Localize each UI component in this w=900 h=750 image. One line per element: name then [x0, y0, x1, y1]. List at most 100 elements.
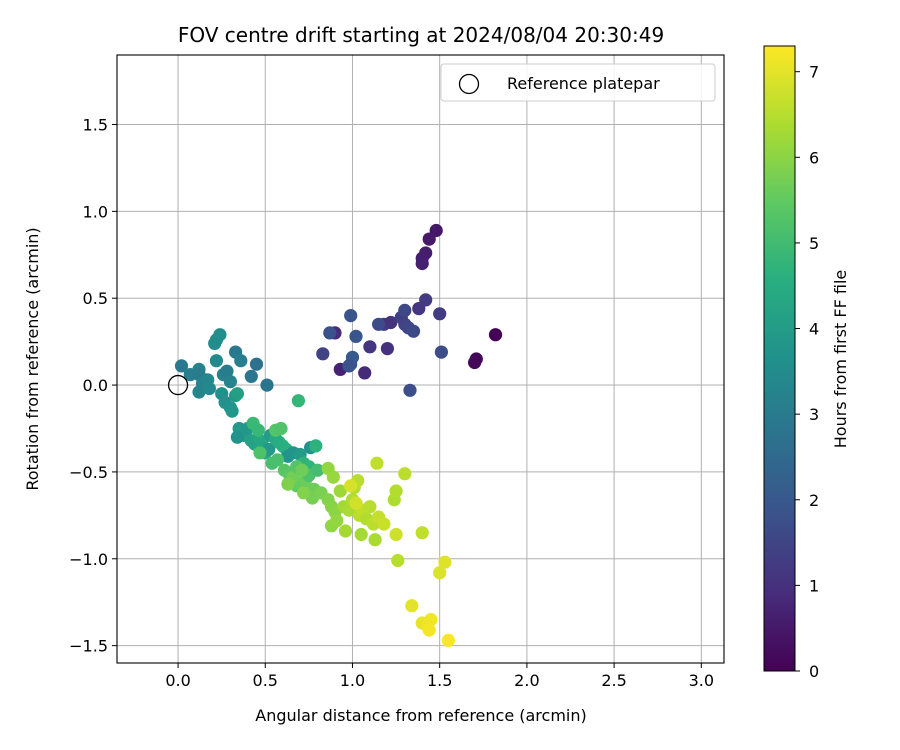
data-point — [297, 486, 311, 500]
y-tick-label: 1.5 — [83, 115, 108, 134]
data-point — [358, 366, 372, 380]
y-tick-label: −1.5 — [69, 637, 108, 656]
data-point — [405, 599, 419, 613]
data-point — [234, 354, 248, 368]
y-tick-label: −1.0 — [69, 550, 108, 569]
data-point — [363, 500, 377, 514]
x-tick-label: 1.5 — [427, 671, 452, 690]
data-point — [488, 328, 503, 342]
data-point — [213, 328, 227, 342]
colorbar-label: Hours from first FF file — [831, 270, 850, 449]
data-point — [274, 421, 288, 436]
plot-frame — [116, 54, 725, 664]
data-point — [424, 613, 438, 627]
data-point — [380, 342, 394, 356]
grid-lines — [117, 55, 724, 663]
data-point — [253, 446, 267, 460]
y-tick-label: 0.0 — [83, 376, 108, 395]
data-point — [311, 463, 325, 477]
data-point — [372, 317, 386, 331]
data-point — [316, 347, 330, 361]
data-point — [333, 484, 347, 498]
data-point — [363, 340, 377, 354]
data-point — [291, 394, 305, 408]
colorbar-tick-label: 0 — [809, 662, 819, 681]
data-point — [330, 514, 344, 528]
data-point — [398, 467, 412, 481]
data-point — [326, 470, 340, 484]
x-tick-label: 0.5 — [253, 671, 278, 690]
x-axis-ticks: 0.0 0.5 1.0 1.5 2.0 2.5 3.0 — [165, 663, 714, 690]
data-point — [174, 359, 189, 373]
data-point — [323, 326, 337, 340]
data-point — [389, 527, 403, 542]
legend-marker — [458, 73, 480, 95]
y-tick-label: −0.5 — [69, 463, 108, 482]
legend-box — [440, 63, 716, 102]
colorbar-ticks: 0 1 2 3 4 5 6 7 — [795, 63, 819, 681]
x-tick-label: 2.5 — [601, 671, 626, 690]
data-point — [391, 553, 405, 568]
data-point — [209, 354, 223, 368]
data-point — [368, 533, 382, 547]
data-point — [281, 477, 295, 491]
data-point — [342, 359, 356, 373]
y-tick-label: 0.5 — [83, 289, 108, 308]
data-point — [406, 324, 421, 338]
data-point — [377, 517, 391, 531]
colorbar-tick-label: 5 — [809, 234, 819, 253]
data-point — [338, 524, 353, 538]
data-point — [354, 527, 368, 542]
legend: Reference platepar — [440, 63, 716, 102]
data-point — [422, 623, 436, 637]
chart-title: FOV centre drift starting at 2024/08/04 … — [178, 23, 664, 47]
x-tick-label: 1.0 — [340, 671, 365, 690]
colorbar-tick-label: 3 — [809, 405, 819, 424]
data-point — [370, 456, 384, 470]
colorbar-gradient — [763, 45, 796, 672]
data-point — [223, 375, 237, 389]
data-point — [202, 381, 216, 396]
y-axis-label: Rotation from reference (arcmin) — [23, 227, 42, 490]
colorbar-tick-label: 2 — [809, 491, 819, 510]
data-point — [438, 555, 452, 569]
x-axis-label: Angular distance from reference (arcmin) — [255, 706, 586, 725]
data-point — [403, 383, 417, 397]
colorbar-tick-label: 4 — [809, 320, 819, 339]
data-point — [270, 453, 285, 467]
data-point — [251, 423, 265, 437]
data-point — [384, 315, 398, 330]
data-point — [433, 307, 447, 321]
data-point — [433, 566, 447, 580]
data-point — [220, 364, 234, 378]
data-point — [398, 303, 412, 317]
data-point — [309, 439, 323, 453]
colorbar-tick-label: 7 — [809, 63, 819, 82]
colorbar: 0 1 2 3 4 5 6 7 Hours from first FF file — [763, 45, 850, 681]
reference-marker — [167, 374, 189, 396]
data-point — [344, 479, 358, 493]
x-tick-label: 3.0 — [689, 671, 714, 690]
data-point — [389, 484, 403, 498]
data-point — [419, 293, 433, 307]
data-point — [415, 526, 429, 540]
data-point — [468, 355, 482, 370]
data-point — [249, 357, 264, 371]
data-point — [349, 329, 363, 343]
data-point — [225, 404, 239, 418]
colorbar-tick-label: 1 — [809, 576, 819, 595]
y-tick-label: 1.0 — [83, 202, 108, 221]
data-point — [422, 232, 436, 246]
data-point — [344, 309, 358, 323]
colorbar-tick-label: 6 — [809, 148, 819, 167]
y-axis-ticks: −1.5 −1.0 −0.5 0.0 0.5 1.0 1.5 — [69, 115, 117, 656]
x-tick-label: 2.0 — [514, 671, 539, 690]
data-point — [434, 345, 448, 359]
data-point — [295, 463, 309, 477]
data-point — [441, 633, 455, 648]
data-point — [244, 369, 258, 383]
data-point — [260, 378, 274, 392]
legend-label: Reference platepar — [507, 74, 660, 93]
data-point — [230, 430, 244, 444]
